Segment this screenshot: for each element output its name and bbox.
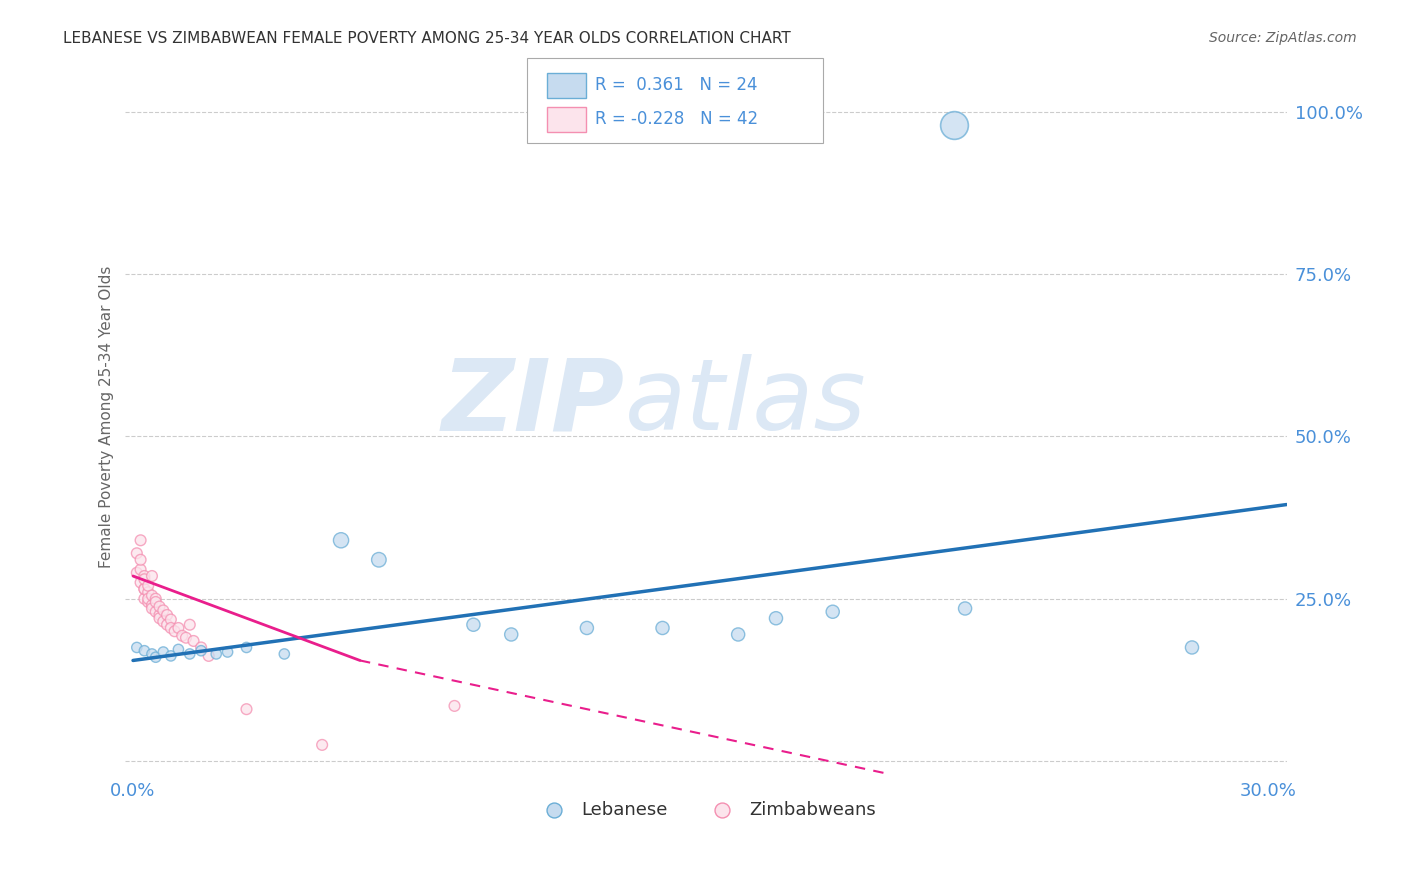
Point: [152, 645, 174, 659]
Point: [129, 533, 152, 548]
Point: [273, 647, 295, 661]
Point: [235, 640, 257, 655]
Point: [765, 611, 787, 625]
Point: [179, 617, 201, 632]
Point: [953, 601, 976, 615]
Point: [141, 569, 163, 583]
Point: [463, 617, 485, 632]
Text: Source: ZipAtlas.com: Source: ZipAtlas.com: [1209, 31, 1357, 45]
Point: [134, 572, 156, 586]
Point: [141, 647, 163, 661]
Point: [160, 613, 183, 627]
Text: R =  0.361   N = 24: R = 0.361 N = 24: [595, 76, 758, 94]
Point: [156, 607, 179, 622]
Point: [145, 595, 167, 609]
Point: [727, 627, 749, 641]
Point: [174, 631, 197, 645]
Point: [235, 702, 257, 716]
Point: [141, 601, 163, 615]
Point: [367, 553, 389, 567]
Point: [1181, 640, 1204, 655]
Point: [183, 634, 205, 648]
Point: [145, 650, 167, 665]
Point: [148, 607, 170, 622]
Point: [217, 645, 239, 659]
Point: [501, 627, 523, 641]
Point: [190, 643, 212, 657]
Legend: Lebanese, Zimbabweans: Lebanese, Zimbabweans: [529, 793, 883, 826]
Point: [134, 569, 156, 583]
Text: ZIP: ZIP: [441, 354, 624, 451]
Point: [575, 621, 598, 635]
Point: [179, 647, 201, 661]
Point: [129, 575, 152, 590]
Point: [311, 738, 333, 752]
Point: [152, 615, 174, 629]
Point: [125, 546, 148, 560]
Point: [152, 603, 174, 617]
Point: [141, 599, 163, 613]
Text: atlas: atlas: [624, 354, 866, 451]
Point: [330, 533, 353, 548]
Point: [205, 647, 228, 661]
Point: [942, 118, 965, 132]
Point: [160, 621, 183, 635]
Point: [136, 591, 159, 606]
Point: [148, 611, 170, 625]
Point: [190, 640, 212, 655]
Point: [129, 553, 152, 567]
Text: LEBANESE VS ZIMBABWEAN FEMALE POVERTY AMONG 25-34 YEAR OLDS CORRELATION CHART: LEBANESE VS ZIMBABWEAN FEMALE POVERTY AM…: [63, 31, 792, 46]
Point: [148, 599, 170, 614]
Point: [136, 595, 159, 609]
Point: [197, 648, 219, 663]
Point: [167, 621, 190, 635]
Point: [134, 643, 156, 657]
Y-axis label: Female Poverty Among 25-34 Year Olds: Female Poverty Among 25-34 Year Olds: [100, 266, 114, 568]
Point: [134, 582, 156, 596]
Point: [156, 617, 179, 632]
Point: [141, 589, 163, 603]
Point: [125, 566, 148, 580]
Point: [167, 642, 190, 657]
Point: [125, 640, 148, 655]
Point: [160, 648, 183, 663]
Point: [145, 591, 167, 606]
Point: [136, 579, 159, 593]
Point: [134, 591, 156, 606]
Point: [651, 621, 673, 635]
Point: [136, 585, 159, 599]
Point: [129, 562, 152, 576]
Point: [145, 605, 167, 619]
Text: R = -0.228   N = 42: R = -0.228 N = 42: [595, 110, 758, 128]
Point: [134, 582, 156, 596]
Point: [443, 698, 465, 713]
Point: [821, 605, 844, 619]
Point: [163, 624, 186, 639]
Point: [172, 629, 194, 643]
